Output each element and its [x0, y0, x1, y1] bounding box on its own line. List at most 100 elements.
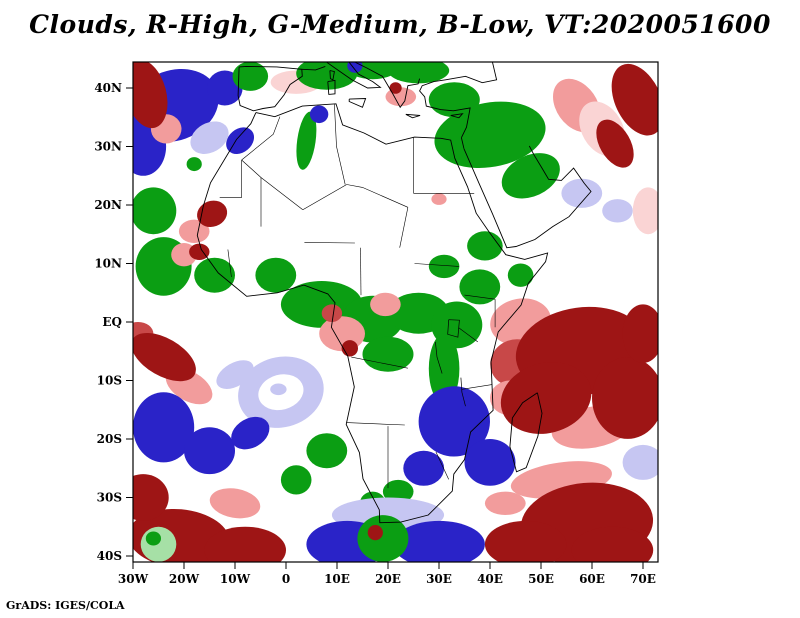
cloud-region-hi: [133, 332, 196, 382]
lon-tick-label: 70E: [630, 572, 656, 586]
cloud-region-hi: [204, 526, 286, 562]
lat-tick-label: 40S: [97, 549, 122, 563]
cloud-region-hi: [611, 63, 658, 136]
coastline: [348, 98, 367, 108]
cloud-region-md: [306, 433, 348, 469]
coastline: [450, 113, 464, 119]
lat-tick-label: EQ: [102, 315, 122, 329]
coastline: [301, 65, 326, 71]
cloud-region-md: [133, 187, 177, 235]
cloud-region-lb: [622, 444, 658, 480]
cloud-region-hi: [133, 62, 168, 129]
coastline: [405, 113, 421, 119]
lon-tick-label: 20W: [169, 572, 200, 586]
country-border: [219, 160, 242, 198]
lon-tick-label: 10W: [220, 572, 251, 586]
lake-outline: [435, 341, 443, 374]
cloud-region-md: [362, 336, 414, 372]
country-border: [304, 242, 355, 244]
cloud-region-pk: [484, 491, 526, 515]
cloud-region-hi: [484, 520, 567, 562]
cloud-region-lo: [347, 62, 363, 73]
cloud-region-md: [388, 62, 450, 84]
cloud-region-lo: [464, 439, 516, 486]
lat-tick-label: 40N: [94, 81, 122, 95]
cloud-region-pk: [209, 488, 261, 519]
coastline: [460, 137, 465, 149]
cloud-region-lb: [270, 383, 287, 396]
coastline: [463, 145, 592, 249]
cloud-region-lg: [140, 526, 177, 562]
cloud-region-pk: [431, 193, 447, 205]
cloud-region-md: [194, 257, 236, 293]
coastline: [326, 62, 382, 89]
coastline-layer: [196, 62, 592, 524]
country-border: [346, 422, 405, 426]
lat-tick-label: 10N: [94, 257, 122, 271]
cloud-region-hi: [500, 362, 592, 434]
cloud-region-lb: [190, 121, 229, 154]
cloud-region-hi: [189, 243, 210, 260]
cloud-region-md: [280, 281, 363, 328]
cloud-region-hi: [389, 82, 402, 94]
lat-tick-label: 20S: [97, 432, 122, 446]
country-border: [414, 263, 459, 267]
cloud-region-rm: [321, 304, 343, 323]
coastline: [329, 70, 335, 81]
country-border: [464, 294, 496, 300]
lat-tick-label: 20N: [94, 198, 122, 212]
cloud-region-md: [428, 82, 480, 118]
cloud-region-lo: [393, 520, 485, 562]
cloud-region-pl: [632, 187, 658, 235]
country-border: [399, 207, 409, 248]
country-border: [458, 327, 478, 343]
cloud-region-md: [280, 465, 312, 495]
cloud-region-lb: [561, 178, 603, 208]
cloud-region-md: [434, 101, 546, 168]
coastline: [196, 103, 549, 524]
cloud-region-hi: [592, 357, 658, 439]
coastline: [327, 79, 336, 95]
axis-layer: 40N 30N 20N 10N EQ 10S 20S 30S 40S 30W 20W 10W 0 10E 2…: [94, 81, 656, 586]
lon-tick-label: 10E: [324, 572, 350, 586]
cloud-region-pk: [178, 219, 210, 243]
lon-tick-label: 30E: [426, 572, 452, 586]
cloud-field-layer: [133, 62, 658, 562]
cloud-region-lo: [309, 105, 329, 124]
cloud-region-lo: [226, 127, 255, 155]
cloud-region-md: [467, 231, 503, 261]
cloud-region-hi: [133, 474, 169, 521]
cloud-region-md: [255, 257, 297, 293]
cloud-region-md: [296, 62, 358, 90]
lake-outline: [460, 377, 466, 407]
cloud-region-hi: [622, 304, 658, 363]
cloud-region-md: [501, 153, 560, 199]
cloud-region-hi: [367, 525, 383, 541]
lake-outline: [447, 319, 460, 338]
lat-tick-label: 10S: [97, 374, 122, 388]
country-border: [435, 451, 449, 480]
cloud-region-hi: [341, 340, 358, 357]
country-border: [302, 184, 347, 210]
plot-frame: [132, 61, 659, 563]
cloud-region-hi: [197, 200, 228, 228]
country-border: [241, 116, 281, 161]
coastline: [509, 392, 543, 473]
country-border: [334, 104, 346, 185]
country-border: [360, 247, 362, 296]
cloud-region-pk: [370, 292, 401, 317]
coastline: [237, 65, 303, 112]
lat-tick-label: 30S: [97, 491, 122, 505]
cloud-region-lo: [418, 386, 490, 457]
cloud-region-lo: [403, 450, 445, 486]
cloud-region-md: [357, 515, 409, 562]
country-border: [461, 384, 493, 390]
cloud-region-md: [507, 263, 534, 287]
lon-tick-label: 30W: [118, 572, 149, 586]
cloud-region-md: [145, 531, 161, 546]
cloud-region-lo: [133, 392, 195, 463]
cloud-region-md: [382, 479, 414, 504]
grads-credit: GrADS: IGES/COLA: [6, 599, 125, 612]
country-border: [260, 177, 303, 210]
